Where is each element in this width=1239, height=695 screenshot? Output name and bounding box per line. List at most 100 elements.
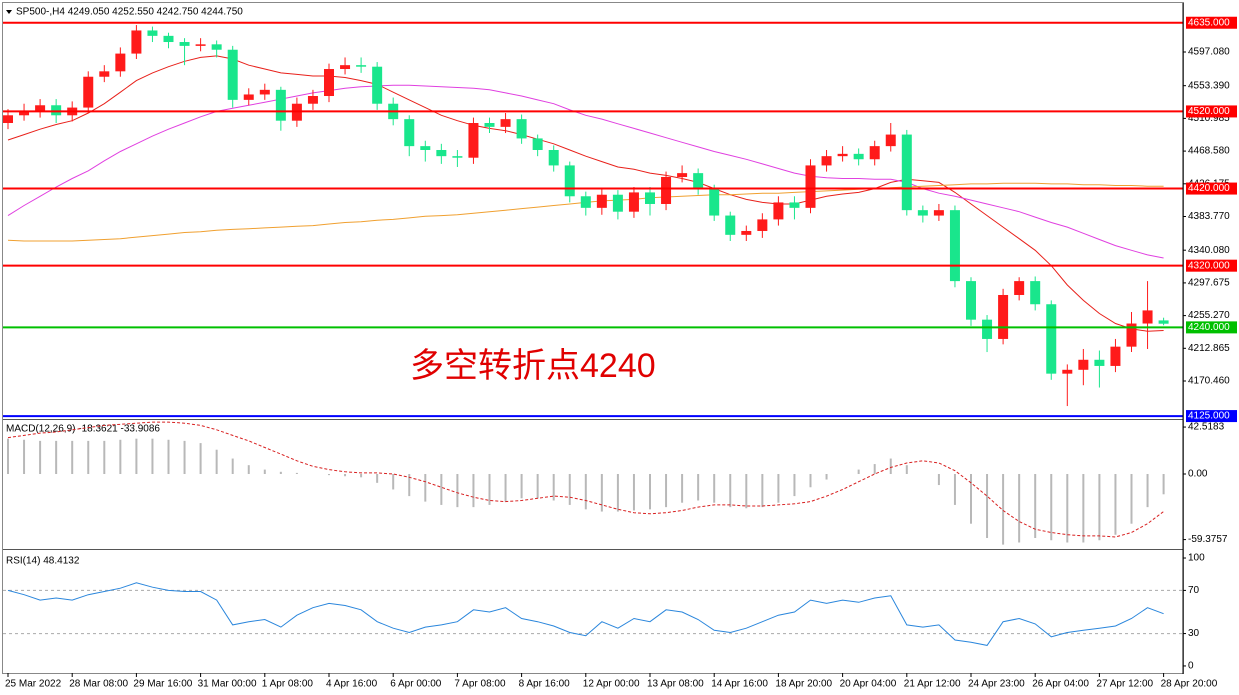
- y-tick-label: 4212.865: [1188, 343, 1230, 354]
- candle-body: [99, 71, 110, 77]
- candle-body: [484, 123, 495, 127]
- y-tick-label: -59.3757: [1188, 534, 1228, 545]
- y-tick-label: 4340.080: [1188, 245, 1230, 256]
- candle-body: [468, 123, 479, 158]
- level-label: 4635.000: [1188, 17, 1230, 28]
- candle-body: [725, 215, 736, 235]
- x-tick-label: 18 Apr 20:00: [775, 679, 832, 690]
- candle-body: [195, 44, 206, 46]
- candle-body: [1062, 369, 1073, 374]
- candle-body: [1094, 359, 1105, 366]
- candle-body: [901, 134, 912, 211]
- candle-body: [1014, 281, 1025, 295]
- x-tick-label: 27 Apr 12:00: [1096, 679, 1153, 690]
- x-tick-label: 20 Apr 04:00: [840, 679, 897, 690]
- candle-body: [1078, 359, 1089, 370]
- candle-body: [661, 176, 672, 204]
- candle-body: [275, 89, 286, 121]
- candle-body: [1030, 281, 1041, 305]
- y-tick-label: 4468.580: [1188, 146, 1230, 157]
- candle-body: [693, 173, 704, 189]
- level-label: 4125.000: [1188, 411, 1230, 422]
- level-label-box: [1186, 16, 1237, 29]
- candle-body: [1126, 323, 1137, 347]
- x-tick-label: 21 Apr 12:00: [904, 679, 961, 690]
- x-tick-label: 31 Mar 00:00: [198, 679, 257, 690]
- candle-body: [821, 156, 832, 166]
- y-tick-label: 42.5183: [1188, 422, 1225, 433]
- y-tick-label: 0.00: [1188, 469, 1208, 480]
- candle-body: [645, 192, 655, 204]
- x-tick-label: 6 Apr 00:00: [390, 679, 442, 690]
- level-label-box: [1186, 105, 1237, 118]
- y-tick-label: 100: [1188, 553, 1205, 564]
- candle-body: [933, 210, 944, 216]
- candle-body: [1158, 320, 1169, 324]
- y-tick-label: 4255.270: [1188, 310, 1230, 321]
- rsi-title: RSI(14) 48.4132: [6, 556, 80, 567]
- level-label: 4420.000: [1188, 183, 1230, 194]
- y-tick-label: 70: [1188, 585, 1200, 596]
- x-tick-label: 12 Apr 00:00: [583, 679, 640, 690]
- candle-body: [773, 202, 784, 220]
- candle-body: [324, 69, 334, 97]
- candle-body: [83, 76, 94, 108]
- macd-title: MACD(12,26,9) -18.3621 -33.9086: [6, 424, 160, 435]
- x-tick-label: 4 Apr 16:00: [326, 679, 378, 690]
- x-tick-label: 28 Apr 20:00: [1161, 679, 1218, 690]
- candle-body: [372, 66, 383, 104]
- candle-body: [917, 210, 928, 216]
- candle-body: [51, 105, 62, 116]
- candle-body: [163, 35, 174, 43]
- candle-body: [35, 105, 46, 112]
- y-tick-label: 4510.985: [1188, 113, 1230, 124]
- level-label-box: [1186, 410, 1237, 423]
- annotation: 多空转折点4240: [410, 347, 656, 385]
- y-tick-label: 4297.675: [1188, 278, 1230, 289]
- x-tick-label: 28 Mar 08:00: [69, 679, 128, 690]
- candle-body: [564, 165, 575, 197]
- candle-body: [147, 30, 158, 36]
- moving-average: [7, 55, 1164, 332]
- candle-body: [452, 156, 463, 158]
- rsi-line: [7, 582, 1164, 646]
- candle-body: [805, 165, 816, 208]
- candle-body: [596, 194, 607, 208]
- signal-line: [7, 421, 1164, 538]
- candle-body: [982, 319, 993, 339]
- level-label: 4320.000: [1188, 260, 1230, 271]
- level-label: 4240.000: [1188, 322, 1230, 333]
- candle-body: [1046, 304, 1057, 374]
- candle-body: [420, 146, 431, 150]
- candle-body: [580, 196, 591, 208]
- candle-body: [709, 188, 720, 216]
- candle-body: [837, 153, 848, 157]
- candle-body: [131, 30, 142, 54]
- candle-body: [179, 42, 190, 46]
- level-label-box: [1186, 182, 1237, 195]
- candle-body: [1110, 346, 1121, 366]
- x-tick-label: 26 Apr 04:00: [1032, 679, 1089, 690]
- candle-body: [949, 210, 960, 282]
- y-tick-label: 30: [1188, 628, 1200, 639]
- y-tick-label: 4170.460: [1188, 376, 1230, 387]
- candle-body: [612, 194, 623, 212]
- x-tick-label: 8 Apr 16:00: [519, 679, 571, 690]
- candle-body: [307, 96, 318, 104]
- candle-body: [500, 119, 511, 127]
- x-tick-label: 13 Apr 08:00: [647, 679, 704, 690]
- candle-body: [19, 111, 30, 116]
- level-label-box: [1186, 259, 1237, 272]
- candle-body: [757, 219, 768, 231]
- y-tick-label: 4597.080: [1188, 47, 1230, 58]
- candle-body: [853, 153, 864, 160]
- candle-body: [227, 49, 238, 100]
- candle-body: [966, 281, 976, 320]
- x-tick-label: 7 Apr 08:00: [454, 679, 506, 690]
- candle-body: [356, 65, 367, 67]
- x-tick-label: 24 Apr 23:00: [968, 679, 1025, 690]
- y-tick-label: 4553.390: [1188, 80, 1230, 91]
- x-tick-label: 25 Mar 2022: [5, 679, 62, 690]
- candle-body: [869, 146, 880, 160]
